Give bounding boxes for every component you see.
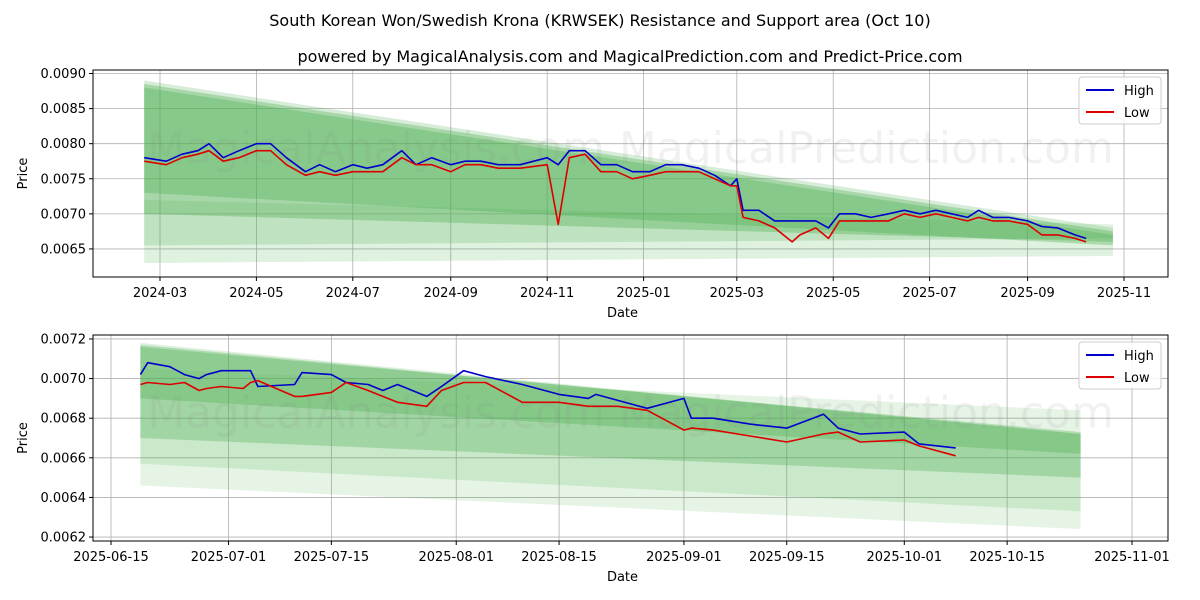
x-tick-label: 2025-11-01: [1094, 550, 1170, 565]
x-tick-label: 2024-05: [229, 286, 283, 301]
y-tick-label: 0.0068: [41, 412, 87, 427]
legend-label-high: High: [1124, 349, 1154, 364]
y-tick-label: 0.0072: [41, 332, 87, 347]
x-tick-label: 2025-10-01: [867, 550, 943, 565]
x-tick-label: 2024-07: [326, 286, 380, 301]
y-tick-label: 0.0070: [41, 372, 87, 387]
bottom-chart-panel: MagicalAnalysis.com MagicalPrediction.co…: [16, 332, 1170, 585]
chart-subtitle: powered by MagicalAnalysis.com and Magic…: [297, 47, 962, 66]
support-resistance-band: [140, 346, 1081, 454]
support-resistance-band: [140, 344, 1081, 478]
y-tick-label: 0.0070: [41, 207, 87, 222]
plot-frame: [92, 69, 1169, 278]
x-axis-label: Date: [607, 306, 638, 321]
y-tick-label: 0.0064: [41, 491, 87, 506]
x-tick-label: 2025-10-15: [969, 550, 1045, 565]
legend-label-high: High: [1124, 84, 1154, 99]
legend-label-low: Low: [1124, 371, 1150, 386]
y-tick-label: 0.0075: [41, 172, 87, 187]
x-tick-label: 2025-07-15: [294, 550, 370, 565]
support-resistance-band: [144, 80, 1113, 246]
x-tick-label: 2025-06-15: [73, 550, 149, 565]
x-tick-label: 2025-07: [902, 286, 956, 301]
x-tick-label: 2025-01: [616, 286, 670, 301]
support-resistance-band: [140, 342, 1081, 512]
x-tick-label: 2025-05: [806, 286, 860, 301]
x-tick-label: 2024-11: [520, 286, 574, 301]
y-axis-label: Price: [16, 422, 31, 454]
legend-label-low: Low: [1124, 106, 1150, 121]
top-chart-panel: MagicalAnalysis.com MagicalPrediction.co…: [16, 67, 1169, 321]
y-axis-label: Price: [16, 158, 31, 190]
series-line-low: [144, 149, 1087, 243]
x-tick-label: 2024-03: [133, 286, 187, 301]
series-line-high: [144, 142, 1087, 240]
x-tick-label: 2025-11: [1097, 286, 1151, 301]
support-resistance-band: [140, 368, 1081, 530]
x-tick-label: 2025-08-15: [521, 550, 597, 565]
support-resistance-band: [144, 199, 1113, 263]
support-resistance-band: [144, 84, 1113, 242]
series-line-low: [140, 379, 956, 457]
x-tick-label: 2025-08-01: [418, 550, 494, 565]
y-tick-label: 0.0090: [41, 67, 87, 82]
series-line-high: [139, 361, 956, 449]
plot-frame: [92, 334, 1169, 542]
y-tick-label: 0.0066: [41, 451, 87, 466]
x-tick-label: 2024-09: [424, 286, 478, 301]
y-tick-label: 0.0065: [41, 242, 87, 257]
support-resistance-band: [144, 87, 1113, 246]
x-tick-label: 2025-03: [710, 286, 764, 301]
watermark: MagicalAnalysis.com MagicalPrediction.co…: [147, 123, 1114, 174]
x-axis-label: Date: [607, 570, 638, 585]
x-tick-label: 2025-09-01: [646, 550, 722, 565]
x-tick-label: 2025-07-01: [191, 550, 267, 565]
y-tick-label: 0.0062: [41, 531, 87, 546]
y-tick-label: 0.0080: [41, 137, 87, 152]
x-tick-label: 2025-09: [1000, 286, 1054, 301]
y-tick-label: 0.0085: [41, 102, 87, 117]
chart-title: South Korean Won/Swedish Krona (KRWSEK) …: [269, 11, 930, 30]
x-tick-label: 2025-09-15: [749, 550, 825, 565]
